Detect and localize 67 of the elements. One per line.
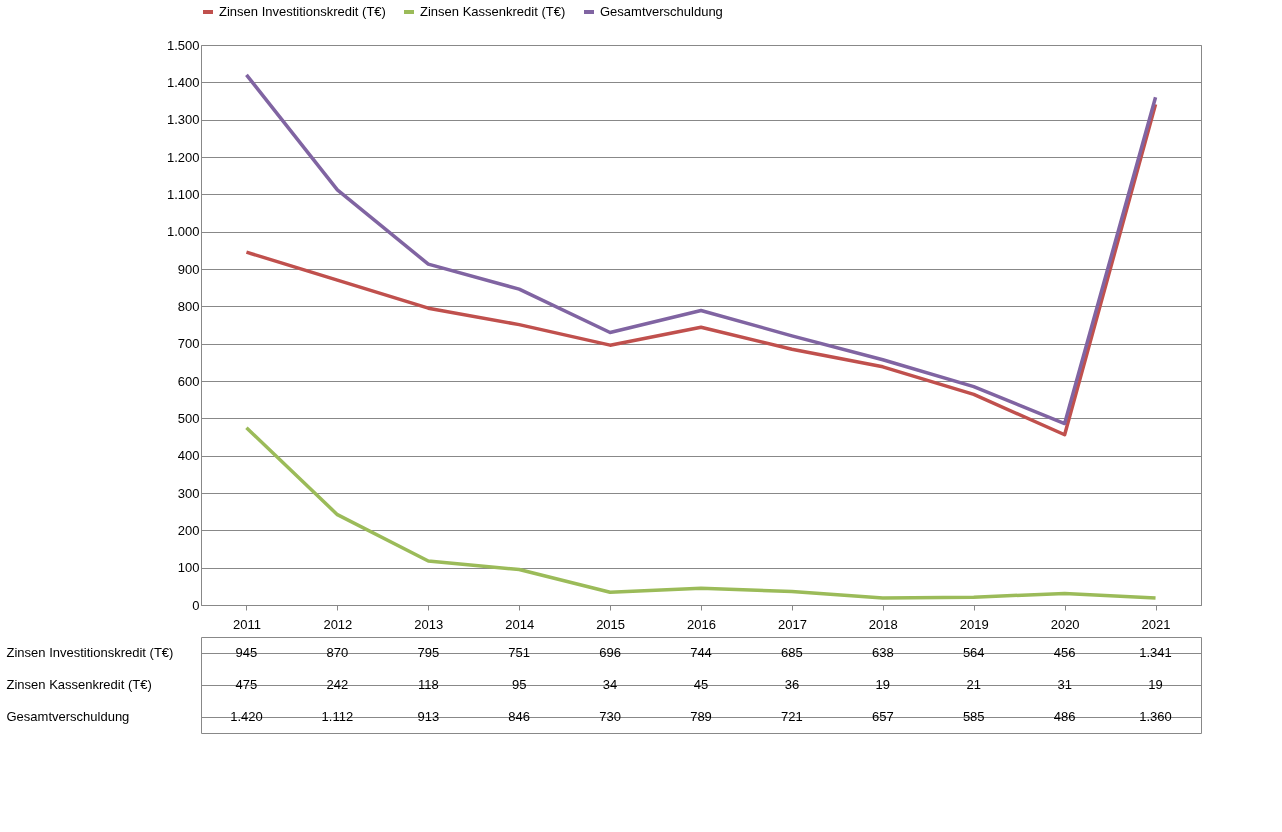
data-label: 31: [1057, 677, 1072, 692]
data-label: 1.112: [321, 709, 354, 724]
x-tick-label: 2018: [868, 616, 898, 632]
data-label: 564: [962, 645, 985, 660]
x-tick-label: 2011: [232, 616, 261, 632]
data-label: 1.341: [1139, 645, 1172, 660]
data-label: 95: [511, 677, 527, 692]
data-label: 846: [508, 709, 531, 724]
y-tick-label: 400: [177, 448, 200, 464]
data-label: 751: [508, 645, 531, 660]
line-series: [244, 425, 1158, 600]
x-tick-label: 2021: [1141, 616, 1171, 632]
data-label: 657: [871, 709, 894, 724]
data-label: 486: [1053, 709, 1076, 724]
data-label: 945: [235, 645, 258, 660]
x-tick-label: 2014: [505, 616, 535, 632]
x-tick-label: 2020: [1050, 616, 1080, 632]
x-tick-label: 2012: [323, 616, 353, 632]
data-label: 45: [693, 677, 709, 692]
data-label: 638: [871, 645, 894, 660]
data-label: 36: [784, 677, 800, 692]
y-tick-label: 700: [177, 336, 200, 352]
y-tick-label: 1.000: [166, 224, 200, 240]
text: Zinsen Investitionskredit (T€): [6, 645, 174, 660]
legend-label: Gesamtverschuldung: [600, 4, 723, 19]
x-tick-label: 2015: [596, 616, 626, 632]
data-label: 1.420: [230, 709, 263, 724]
y-tick-label: 100: [177, 560, 200, 576]
data-label: 696: [599, 645, 621, 660]
x-tick-label: 2013: [414, 616, 444, 632]
y-tick-label: 1.500: [166, 37, 200, 53]
x-tick-label: 2017: [777, 616, 807, 632]
y-tick-label: 1.300: [166, 112, 200, 128]
legend-label: Zinsen Investitionskredit (T€): [219, 4, 386, 19]
y-tick-label: 1.400: [166, 74, 200, 90]
y-tick-label: 500: [177, 410, 200, 426]
data-label: 1.360: [1139, 709, 1172, 724]
data-label: 21: [966, 677, 981, 692]
text: Gesamtverschuldung: [6, 709, 130, 724]
x-tick-label: 2019: [959, 616, 989, 632]
data-label: 795: [417, 645, 440, 660]
y-tick-label: 1.200: [166, 149, 200, 165]
data-label: 475: [235, 677, 258, 692]
y-tick-label: 900: [177, 261, 200, 277]
y-tick-label: 600: [177, 373, 200, 389]
data-label: 744: [690, 645, 712, 660]
data-label: 685: [781, 645, 803, 660]
data-label: 789: [690, 709, 712, 724]
data-label: 870: [326, 645, 349, 660]
data-label: 34: [602, 677, 618, 692]
data-label: 118: [417, 677, 439, 692]
data-label: 19: [875, 677, 891, 692]
text: Zinsen Kassenkredit (T€): [6, 677, 152, 692]
y-tick-label: 200: [177, 522, 200, 538]
y-tick-label: 300: [177, 485, 200, 501]
data-label: 242: [326, 677, 349, 692]
data-label: 585: [962, 709, 985, 724]
data-label: 730: [599, 709, 621, 724]
data-label: 456: [1053, 645, 1076, 660]
y-tick-label: 0: [192, 597, 200, 613]
data-label: 19: [1148, 677, 1163, 692]
legend-label: Zinsen Kassenkredit (T€): [420, 4, 566, 19]
y-tick-label: 800: [177, 298, 200, 314]
data-label: 913: [417, 709, 440, 724]
y-tick-label: 1.100: [166, 186, 200, 202]
x-tick-label: 2016: [687, 616, 716, 632]
data-label: 721: [781, 709, 803, 724]
